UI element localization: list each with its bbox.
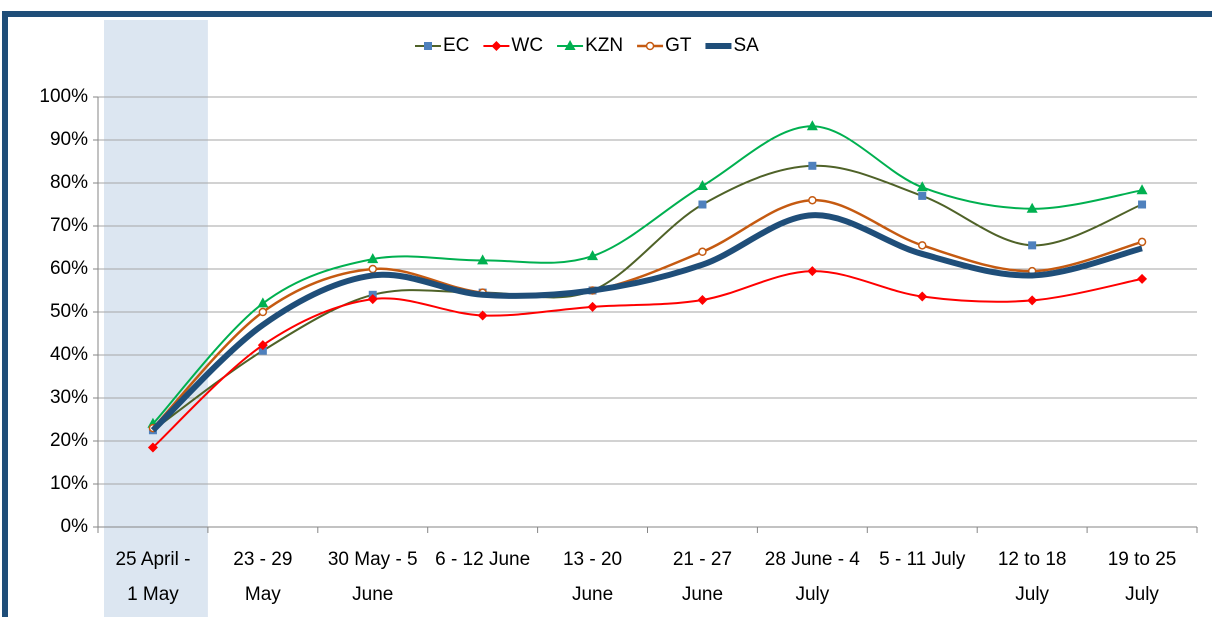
y-tick-label: 40% — [50, 344, 88, 365]
legend-label: WC — [511, 35, 543, 56]
x-tick-label: 23 - 29 — [233, 549, 292, 570]
x-tick-label: 6 - 12 June — [435, 549, 530, 570]
y-tick-label: 60% — [50, 258, 88, 279]
y-tick-label: 0% — [61, 516, 89, 537]
y-tick-label: 90% — [50, 129, 88, 150]
series-line — [152, 198, 1143, 429]
marker — [147, 442, 158, 453]
marker — [808, 195, 817, 205]
legend-label: GT — [665, 35, 692, 56]
x-tick-label: 1 May — [127, 584, 179, 605]
marker — [1027, 295, 1038, 306]
marker — [367, 253, 379, 264]
marker — [1137, 237, 1147, 247]
series-line — [152, 125, 1143, 425]
y-tick-label: 100% — [39, 86, 88, 107]
series-line — [150, 212, 1143, 433]
marker — [587, 301, 598, 312]
marker — [564, 40, 576, 50]
marker — [257, 297, 269, 308]
marker — [424, 42, 432, 50]
marker — [1028, 241, 1037, 250]
highlight-band — [104, 20, 208, 617]
marker — [697, 294, 708, 305]
legend-label: KZN — [585, 35, 623, 56]
x-tick-label: May — [245, 584, 281, 605]
marker — [368, 264, 377, 274]
y-tick-label: 50% — [50, 301, 88, 322]
x-tick-label: June — [682, 584, 723, 605]
legend-label: SA — [733, 35, 759, 56]
marker — [918, 241, 927, 250]
marker — [477, 310, 488, 321]
x-tick-label: July — [795, 584, 829, 605]
marker — [258, 346, 267, 355]
marker — [698, 200, 707, 209]
marker — [258, 307, 268, 317]
x-tick-label: June — [572, 584, 613, 605]
series-line — [152, 164, 1143, 432]
marker — [477, 254, 489, 265]
x-tick-label: 12 to 18 — [998, 549, 1067, 570]
marker — [918, 191, 927, 200]
x-tick-label: June — [352, 584, 393, 605]
marker — [257, 340, 268, 351]
marker — [808, 161, 817, 170]
x-tick-label: 25 April - — [115, 549, 190, 570]
frame — [2, 11, 1212, 617]
marker — [367, 294, 378, 305]
y-tick-label: 10% — [50, 473, 88, 494]
marker — [645, 41, 655, 51]
y-tick-label: 70% — [50, 215, 88, 236]
marker — [491, 41, 502, 51]
y-tick-label: 80% — [50, 172, 88, 193]
marker — [916, 181, 928, 192]
marker — [587, 250, 599, 261]
x-tick-label: July — [1125, 584, 1159, 605]
x-tick-label: 13 - 20 — [563, 549, 622, 570]
marker — [1136, 184, 1148, 195]
marker — [1138, 200, 1147, 209]
marker — [696, 180, 708, 191]
marker — [698, 247, 707, 257]
y-tick-label: 30% — [50, 387, 88, 408]
y-tick-label: 20% — [50, 430, 88, 451]
marker — [917, 291, 928, 302]
x-tick-label: July — [1015, 584, 1049, 605]
marker — [1026, 202, 1038, 213]
x-tick-label: 5 - 11 July — [879, 549, 966, 570]
legend-label: EC — [443, 35, 469, 56]
marker — [807, 266, 818, 277]
x-tick-label: 19 to 25 — [1108, 549, 1177, 570]
x-tick-label: 28 June - 4 — [765, 549, 860, 570]
x-tick-label: 21 - 27 — [673, 549, 732, 570]
x-tick-label: 30 May - 5 — [328, 549, 418, 570]
series-line — [152, 270, 1143, 449]
marker — [806, 120, 818, 131]
marker — [1137, 273, 1148, 284]
